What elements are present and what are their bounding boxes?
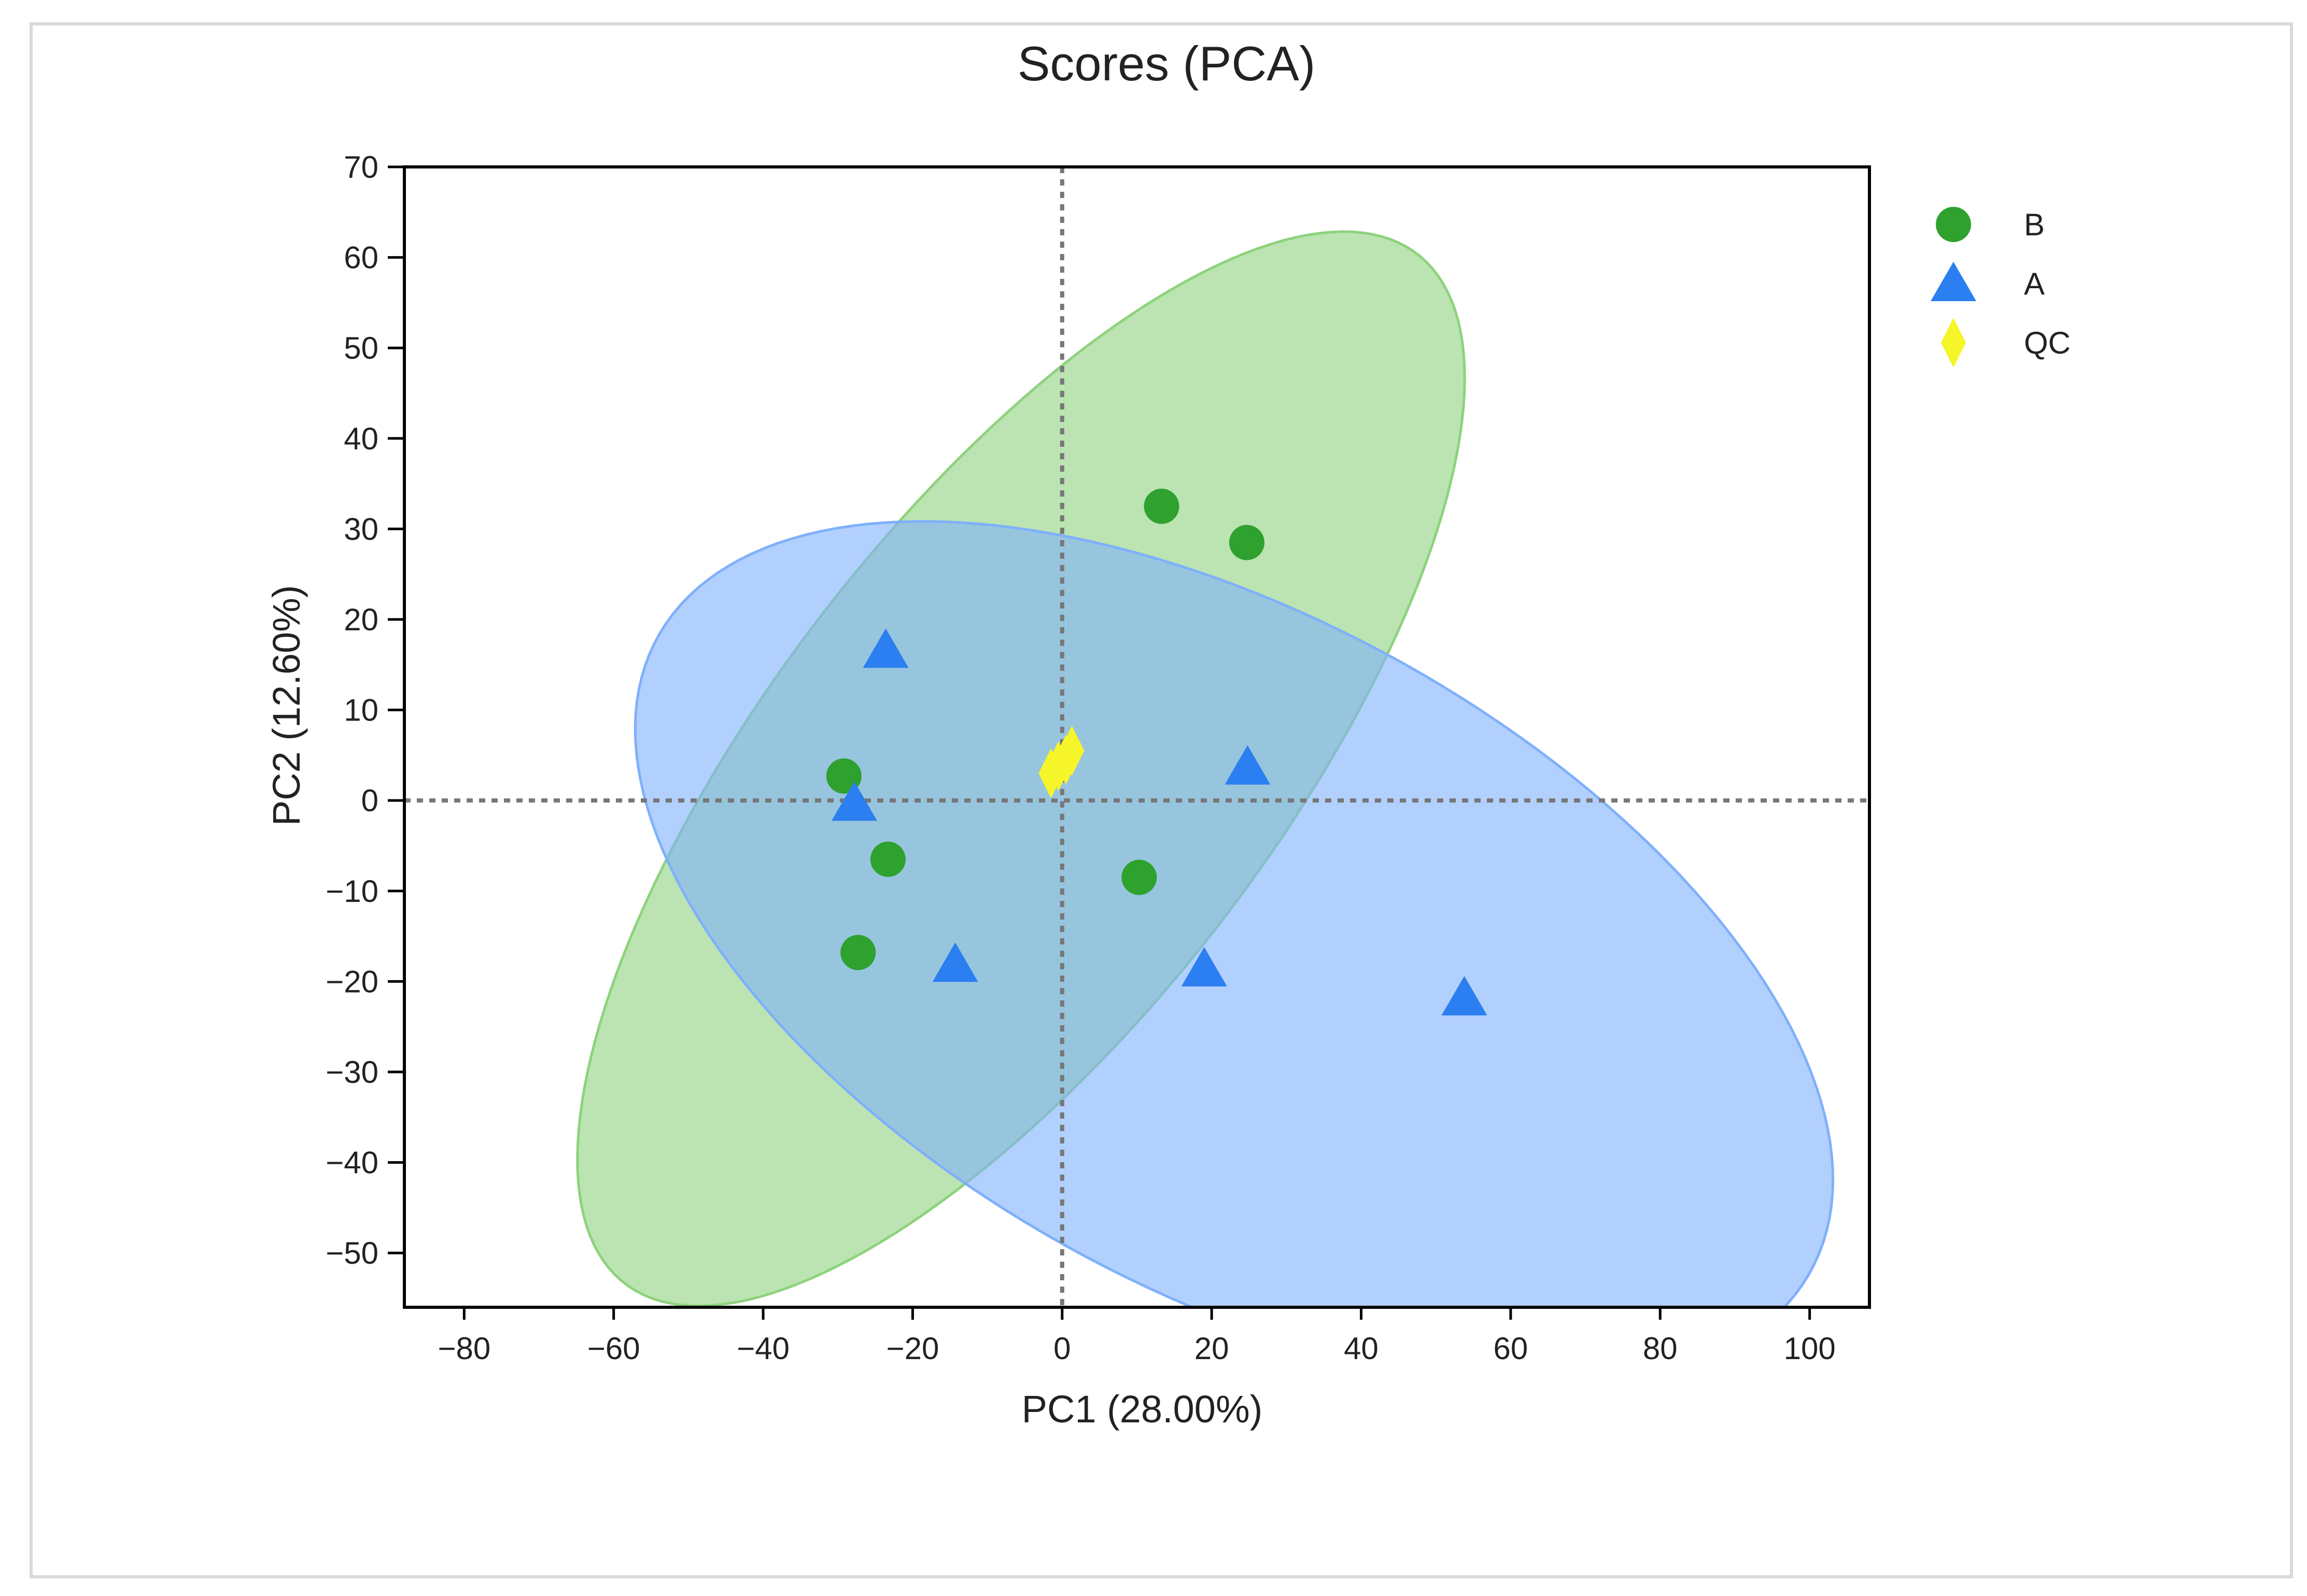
y-tick-label: −40 (326, 1146, 378, 1180)
point-a-2 (1225, 745, 1271, 785)
point-b-6 (840, 935, 876, 970)
legend-label-qc: QC (2024, 326, 2071, 360)
legend-marker-qc (1941, 318, 1966, 368)
plot-area-border (403, 165, 1871, 1309)
legend-label-b: B (2024, 207, 2045, 242)
x-tick-label: 80 (1643, 1331, 1678, 1366)
x-tick-label: 100 (1784, 1331, 1836, 1366)
data-points (826, 488, 1487, 1015)
x-tick-label: 40 (1344, 1331, 1378, 1366)
y-tick-label: 70 (344, 150, 378, 185)
y-tick-label: 20 (344, 602, 378, 637)
x-tick-label: −80 (438, 1331, 490, 1366)
y-tick-label: −10 (326, 874, 378, 909)
legend: BA QC (1931, 207, 2071, 368)
y-tick-label: 10 (344, 693, 378, 728)
x-tick-label: −60 (587, 1331, 640, 1366)
x-tick-label: −20 (887, 1331, 939, 1366)
y-axis-ticks: −50 −40 −30 −20 −10 0 10 20 30 40 50 60 70 (326, 150, 404, 1270)
y-tick-label: −30 (326, 1055, 378, 1090)
chart-title: Scores (PCA) (1018, 36, 1316, 91)
point-a-3 (831, 781, 877, 821)
y-tick-label: 0 (361, 783, 378, 818)
x-tick-label: 20 (1194, 1331, 1229, 1366)
y-tick-label: 60 (344, 241, 378, 275)
point-a-6 (1441, 976, 1487, 1015)
y-tick-label: 50 (344, 331, 378, 365)
x-tick-label: 60 (1494, 1331, 1528, 1366)
legend-marker-b (1936, 207, 1971, 242)
point-qc-4 (1059, 726, 1085, 776)
x-tick-label: 0 (1053, 1331, 1071, 1366)
y-tick-label: −50 (326, 1236, 378, 1270)
point-b-5 (1121, 859, 1157, 895)
y-axis-label: PC2 (12.60%) (265, 585, 308, 826)
x-axis-label: PC1 (28.00%) (1022, 1388, 1263, 1431)
point-a-4 (932, 942, 978, 982)
confidence-ellipses (576, 230, 1835, 1307)
point-b-4 (870, 841, 906, 877)
y-tick-label: −20 (326, 964, 378, 999)
point-b-1 (1144, 488, 1179, 524)
point-a-5 (1181, 947, 1227, 986)
x-axis-ticks: −80 −60 −40 −20 0 20 40 60 80 100 (438, 1307, 1836, 1366)
legend-marker-a (1931, 262, 1976, 301)
ellipse-a (634, 520, 1835, 1307)
y-tick-label: 40 (344, 421, 378, 456)
x-tick-label: −40 (737, 1331, 790, 1366)
point-a-1 (863, 628, 909, 668)
point-b-2 (1229, 525, 1264, 560)
legend-label-a: A (2024, 266, 2045, 301)
y-tick-label: 30 (344, 512, 378, 546)
reference-lines (404, 167, 1869, 1307)
